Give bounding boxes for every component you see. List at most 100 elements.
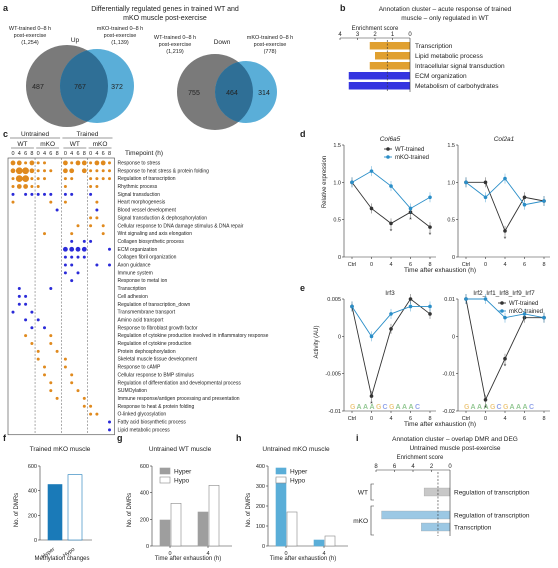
panel-i-title-line2: Untrained muscle post-exercise: [409, 445, 500, 452]
d-left-x-tick-label: 4: [389, 262, 392, 268]
c-dot: [22, 175, 29, 183]
e-right-point: [483, 398, 488, 402]
e-left-x-tick-label: Ctrl: [348, 416, 357, 422]
h-y-tick-label: 200: [256, 504, 265, 510]
e-left-logo-letter: A: [409, 404, 414, 411]
c-dot: [76, 255, 80, 259]
b-bar: [369, 42, 410, 50]
h-y-tick-label: 0: [262, 544, 265, 550]
f-y-tick-label: 0: [34, 538, 37, 544]
d-right-point: [483, 195, 488, 200]
c-dot: [43, 192, 46, 196]
c-dot: [30, 326, 34, 330]
e-left-x-tick-label: 8: [428, 416, 431, 422]
e-right-legend-label: mKO-trained: [509, 309, 543, 315]
c-timepoint-label: 6: [49, 151, 52, 157]
e-left-logo-letter: C: [383, 404, 388, 411]
d-left-x-tick-label: Ctrl: [348, 262, 357, 268]
panel-d: d Relative expression Time after exhaust…: [300, 129, 550, 274]
e-left-x-tick-label: 4: [389, 416, 392, 422]
d-left-point: [350, 180, 354, 185]
c-term-label: Fatty acid biosynthetic process: [118, 420, 187, 426]
e-left-y-tick-label: -0.01: [328, 409, 341, 415]
e-right-x-tick-label: 8: [542, 416, 545, 422]
c-dot: [43, 169, 46, 173]
panel-e-xlabel: Time after exhaustion (h): [404, 421, 476, 428]
c-term-label: Signal transduction: [118, 192, 161, 198]
panel-d-label: d: [300, 129, 306, 139]
d-right-x-tick-label: 0: [484, 262, 487, 268]
c-dot: [108, 428, 111, 432]
c-term-label: Blood vessel development: [118, 208, 177, 214]
c-dot: [30, 310, 34, 314]
c-dot: [36, 177, 40, 181]
c-dot: [95, 177, 99, 181]
b-category-label: Intracellular signal transduction: [415, 63, 505, 70]
c-timepoint-label: 8: [30, 151, 33, 157]
i-group-bracket: [370, 505, 374, 536]
e-right-point: [503, 315, 507, 320]
c-dot: [89, 161, 93, 165]
c-term-label: Transmembrane transport: [118, 310, 176, 316]
c-dot: [63, 357, 67, 361]
c-dot: [63, 365, 67, 369]
panel-h-title: Untrained mKO muscle: [262, 446, 330, 453]
g-bar: [208, 485, 220, 547]
c-dot: [17, 287, 21, 291]
c-dot: [70, 381, 74, 385]
c-timepoint-label: 6: [24, 151, 27, 157]
panel-c-label: c: [3, 129, 8, 139]
c-dot: [49, 389, 53, 393]
e-left-title: Irf3: [385, 290, 395, 297]
f-y-tick-label: 600: [28, 464, 37, 470]
e-left-logo-letter: G: [350, 404, 356, 411]
d-left-legend-label: mKO-trained: [395, 155, 429, 161]
g-bar: [170, 503, 182, 547]
venn-up-overlap-count: 767: [74, 84, 86, 91]
i-category-label: Regulation of transcription: [454, 513, 530, 520]
c-dot: [70, 255, 74, 259]
c-term-label: Cell adhesion: [118, 294, 149, 300]
panel-a: a Differentially regulated genes in trai…: [3, 3, 293, 130]
i-category-label: Transcription: [454, 525, 492, 532]
d-right-series-line: [466, 181, 545, 232]
h-x-tick-label: 0: [284, 551, 287, 557]
e-right-logo-letter: A: [516, 404, 521, 411]
c-dot: [100, 160, 106, 166]
c-term-label: Signal transduction & dephosphorylation: [118, 215, 208, 221]
d-left-significance: *: [390, 228, 393, 235]
c-dot: [108, 263, 111, 267]
b-bar: [369, 62, 410, 70]
c-term-label: Lipid metabolic process: [118, 427, 171, 433]
c-timepoint-label: 0: [64, 151, 67, 157]
e-left-point: [428, 304, 432, 309]
c-dot: [81, 160, 87, 166]
panel-h-label: h: [236, 433, 242, 443]
c-dot: [11, 184, 15, 188]
c-dot: [10, 160, 16, 166]
c-dot: [70, 279, 74, 283]
g-legend-swatch: [159, 476, 171, 484]
d-left-title: Col6a5: [380, 136, 401, 143]
f-y-tick-label: 400: [28, 489, 37, 495]
panel-i-chart: 8 6 4 2 0 Regulation of transcription Regulati…: [353, 464, 530, 536]
venn-up: WT-trained 0–8 h post-exercise (1,254) U…: [9, 26, 143, 127]
c-term-label: Immune system: [118, 270, 153, 276]
panel-i-axis-title: Enrichment score: [397, 455, 444, 461]
h-bar: [313, 539, 325, 547]
c-dot: [36, 184, 40, 188]
e-right-legend-marker: [500, 301, 504, 305]
e-left-x-tick-label: 0: [370, 416, 373, 422]
c-dot: [49, 381, 53, 385]
e-left-point: [389, 327, 393, 331]
b-category-label: Transcription: [415, 43, 453, 50]
i-x-tick-label: 4: [411, 464, 415, 470]
h-bar: [324, 535, 336, 547]
d-left-x-tick-label: 0: [370, 262, 373, 268]
c-timepoint-label: 6: [76, 151, 79, 157]
b-x-tick-label: 4: [338, 32, 342, 38]
d-left-point: [369, 206, 374, 211]
c-dot: [95, 412, 99, 416]
h-bar: [275, 477, 287, 547]
